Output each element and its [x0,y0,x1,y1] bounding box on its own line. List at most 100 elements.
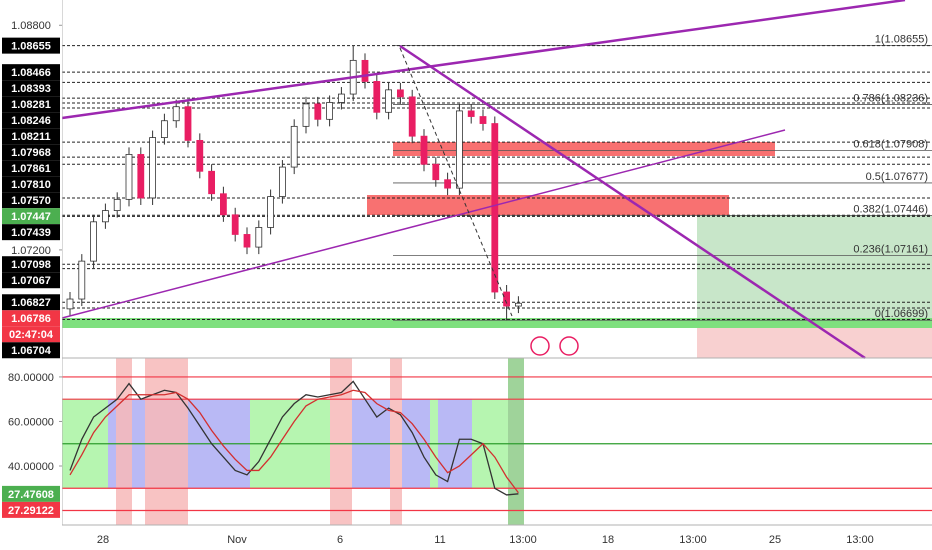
price-label: 02:47:04 [9,329,54,341]
candle-body [78,260,86,300]
price-label: 1.07447 [11,211,51,223]
candle-body [385,89,393,113]
marks: 1(1.08655) 0.786(1.08236) 0.618(1.07908) 0.… [62,34,932,512]
price-label-bg [2,208,60,225]
price-label: 1.08211 [11,131,50,143]
fib-label: 0.618(1.07908) [853,138,928,150]
candle-body [326,102,334,120]
trend-line [61,129,786,319]
resistance-zone [393,142,775,156]
candle-body [113,198,121,211]
x-tick-label: 13:00 [509,534,537,546]
price-label: 40.00000 [8,461,54,473]
price-label-bg [2,256,60,273]
candle-body [137,154,145,199]
price-label-bg [2,176,60,193]
candle-body [467,110,475,117]
price-label: 1.07810 [11,179,51,191]
price-label: 1.07570 [11,195,51,207]
price-label: 60.00000 [8,416,54,428]
fib-label: 1(1.08655) [875,34,928,46]
candle-body [444,179,452,189]
price-label: 1.08281 [11,99,51,111]
price-label: 1.06786 [11,313,51,325]
fib-label: 0.5(1.07677) [866,171,928,183]
price-label-bg [2,128,60,145]
x-tick-label: 13:00 [679,534,707,546]
candle-body [160,120,168,138]
price-label-bg [2,224,60,241]
osc-line [69,389,519,494]
candle-body [90,221,97,262]
osc-band [330,358,352,525]
price-label-bg [2,80,60,97]
osc-band [145,358,188,525]
candle-body [361,59,369,82]
price-label: 1.06704 [11,345,52,357]
price-label: 1.07067 [11,275,51,287]
candle-body [184,106,192,141]
osc-band [390,358,402,525]
candle-body [149,137,157,199]
x-tick-label: 28 [97,534,109,546]
candle-body [208,170,216,195]
x-tick-label: 11 [434,534,445,546]
candle-body [373,81,381,113]
price-label: 27.47608 [8,489,54,501]
candle-body [125,154,133,200]
candle-body [302,103,310,127]
candle-body [231,214,239,235]
axis: 1.08800 1.07200 1.08655 1.08466 1.08393 1.082… [2,20,874,546]
price-label-bg [2,192,60,209]
fib-label: 0.382(1.07446) [853,203,928,215]
candle-body [337,93,345,103]
candle-body [196,139,204,172]
osc-line [69,380,519,496]
x-tick-label: 25 [769,534,781,546]
price-label-bg [2,64,60,81]
price-label-bg [2,272,60,289]
price-label: 1.07200 [11,245,51,257]
price-label: 1.08246 [11,115,51,127]
price-label: 1.08466 [11,67,51,79]
candle-body [314,103,322,120]
price-label-bg [2,96,60,113]
candle-body [219,193,227,216]
candle-body [255,227,263,248]
price-label: 1.06827 [11,297,51,309]
price-label: 1.08800 [11,20,51,32]
price-label: 1.07439 [11,227,51,239]
candle-body [102,210,109,223]
candle-body [243,234,251,248]
fib-label: 0.236(1.07161) [853,243,928,255]
price-label: 1.07098 [11,259,51,271]
x-tick-label: 18 [602,534,614,546]
price-label-bg [2,310,60,327]
support-zone [62,318,932,328]
candle-body [396,89,404,98]
price-label: 1.07968 [11,147,51,159]
event-icon[interactable] [530,336,550,356]
candle-body [515,302,522,307]
event-icon[interactable] [559,336,579,356]
price-label-bg [2,144,60,161]
x-tick-label: 13:00 [846,534,874,546]
osc-band [508,358,524,525]
price-label-bg [2,326,60,343]
price-label-bg [2,160,60,177]
candle-body [432,163,440,181]
candle-body [267,196,275,228]
x-tick-label: Nov [227,534,247,546]
x-tick-label: 6 [337,534,343,546]
price-label: 1.08393 [11,83,51,95]
trend-line [61,0,906,120]
candle-body [503,291,511,307]
candle-body [420,135,428,165]
fib-label: 0.786(1.08236) [853,92,928,104]
price-label: 27.29122 [8,505,54,517]
osc-band [116,358,132,525]
candle-body [66,298,74,310]
candle-body [455,110,463,189]
candle-body [479,116,487,124]
price-label: 1.07861 [11,163,51,175]
